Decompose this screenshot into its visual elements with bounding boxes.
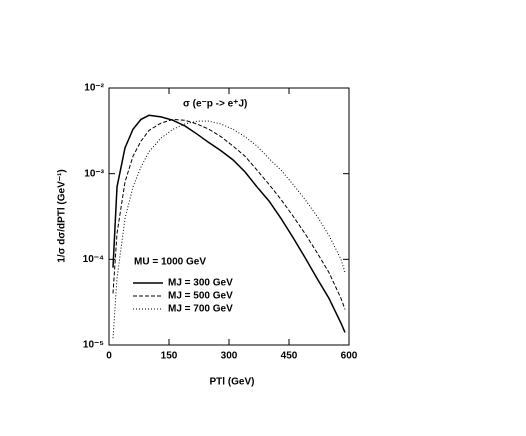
- legend-label: MJ = 300 GeV: [168, 278, 233, 289]
- x-tick-label: 150: [161, 351, 178, 362]
- annotation: σ (e⁻p -> e⁺J): [183, 99, 247, 110]
- x-tick-label: 0: [106, 351, 112, 362]
- y-tick-label: 10⁻²: [84, 83, 104, 94]
- x-tick-label: 300: [221, 351, 238, 362]
- y-tick-label: 10⁻⁴: [83, 254, 104, 265]
- series-line: [112, 114, 346, 333]
- y-tick-label: 10⁻⁵: [83, 340, 104, 351]
- y-axis-label: 1/σ dσ/dPTl (GeV⁻¹): [57, 169, 68, 262]
- x-axis-label: PTl (GeV): [209, 377, 254, 388]
- legend-label: MJ = 500 GeV: [168, 291, 233, 302]
- x-tick-label: 450: [281, 351, 298, 362]
- series-line: [112, 118, 346, 310]
- legend-label: MJ = 700 GeV: [168, 304, 233, 315]
- annotation: MU = 1000 GeV: [134, 257, 206, 268]
- y-tick-label: 10⁻³: [84, 168, 104, 179]
- x-tick-label: 600: [341, 351, 358, 362]
